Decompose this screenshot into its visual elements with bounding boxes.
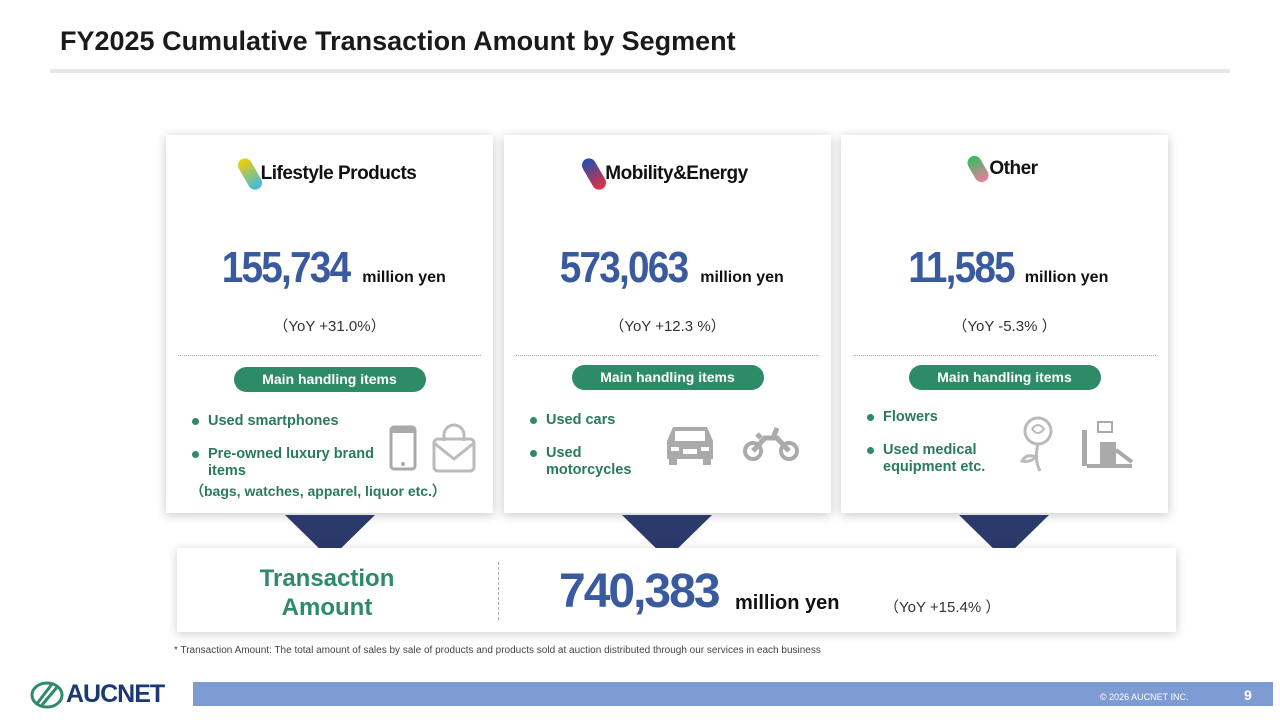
list-item: Used cars bbox=[528, 412, 628, 429]
car-icon bbox=[667, 427, 713, 465]
main-items-label: Main handling items bbox=[571, 365, 764, 390]
title-divider bbox=[50, 69, 1230, 73]
other-logo-icon bbox=[965, 153, 992, 185]
transaction-summary: Transaction Amount 740,383 million yen （… bbox=[177, 548, 1176, 632]
summary-divider bbox=[498, 562, 499, 620]
segment-yoy: （YoY +12.3 %） bbox=[609, 318, 726, 335]
segment-name: Lifestyle Products bbox=[260, 163, 417, 184]
logo-text: AUCNET bbox=[66, 680, 165, 708]
segment-yoy: （YoY +31.0%） bbox=[273, 318, 386, 335]
page-title: FY2025 Cumulative Transaction Amount by … bbox=[60, 26, 736, 56]
handbag-icon bbox=[432, 423, 476, 473]
summary-label: Transaction Amount bbox=[259, 565, 395, 621]
segment-yoy: （YoY -5.3% ） bbox=[952, 318, 1057, 335]
summary-unit: million yen bbox=[735, 592, 840, 614]
list-item: Used motorcycles bbox=[528, 445, 631, 479]
segment-amount: 11,585 bbox=[907, 243, 1015, 292]
summary-yoy: （YoY +15.4% ） bbox=[884, 599, 1001, 616]
segment-logo: Lifestyle Products bbox=[166, 155, 493, 193]
divider bbox=[853, 355, 1156, 356]
footnote: * Transaction Amount: The total amount o… bbox=[174, 645, 821, 656]
segment-unit: million yen bbox=[1024, 269, 1109, 286]
rose-icon bbox=[1019, 416, 1053, 472]
medical-equipment-icon bbox=[1082, 421, 1134, 468]
segment-amount: 155,734 bbox=[221, 243, 351, 292]
segment-unit: million yen bbox=[700, 269, 784, 286]
list-item: Used medical equipment etc. bbox=[865, 442, 1005, 476]
segment-amount: 573,063 bbox=[559, 243, 689, 292]
aucnet-logo-icon bbox=[30, 681, 64, 708]
copyright: © 2026 AUCNET INC. bbox=[1100, 692, 1189, 702]
segment-card-other: Other 11,585 million yen （YoY -5.3% ） Mai… bbox=[841, 135, 1168, 513]
divider bbox=[178, 355, 481, 356]
main-items-label: Main handling items bbox=[233, 367, 426, 392]
segment-logo: Mobility&Energy bbox=[504, 155, 831, 193]
page-number: 9 bbox=[1244, 687, 1252, 703]
company-logo: AUCNET bbox=[30, 680, 165, 709]
list-item: Pre-owned luxury brand items bbox=[190, 446, 390, 480]
segment-unit: million yen bbox=[362, 269, 446, 286]
footer-bar bbox=[193, 682, 1273, 706]
summary-amount: 740,383 bbox=[559, 565, 721, 618]
smartphone-icon bbox=[389, 425, 417, 471]
divider bbox=[516, 355, 819, 356]
segment-name: Mobility&Energy bbox=[605, 163, 748, 184]
main-items-label: Main handling items bbox=[908, 365, 1101, 390]
segment-card-mobility: Mobility&Energy 573,063 million yen （YoY … bbox=[504, 135, 831, 513]
motorcycle-icon bbox=[743, 427, 799, 461]
list-item: Used smartphones bbox=[190, 413, 390, 430]
list-item-note: （bags, watches, apparel, liquor etc.） bbox=[190, 483, 446, 499]
segment-logo: Other bbox=[841, 153, 1168, 185]
segment-name: Other bbox=[989, 158, 1038, 179]
segment-card-lifestyle: Lifestyle Products 155,734 million yen （Y… bbox=[166, 135, 493, 513]
list-item: Flowers bbox=[865, 409, 1005, 426]
